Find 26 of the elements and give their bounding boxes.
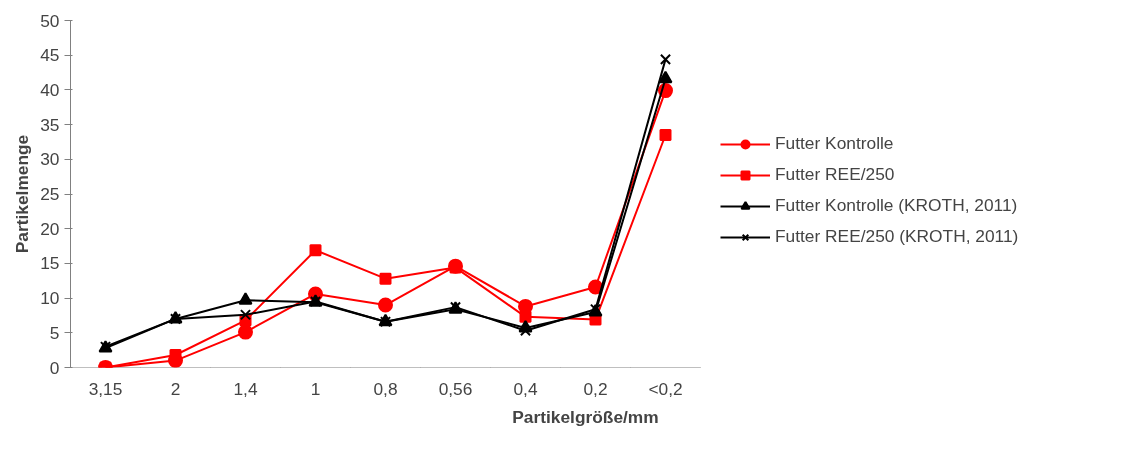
- legend-label: Futter Kontrolle: [775, 133, 894, 154]
- y-axis-title: Partikelmenge: [12, 134, 33, 254]
- y-tick-label: 40: [40, 79, 60, 100]
- y-tick-label: 25: [40, 184, 60, 204]
- x-axis-title: Partikelgröße/mm: [512, 406, 659, 427]
- x-tick-label: 0,2: [583, 378, 608, 399]
- x-tick-label: 0,8: [373, 378, 398, 399]
- x-tick-label: 0,56: [438, 378, 473, 399]
- x-tick-label: 1,4: [233, 378, 258, 399]
- y-tick-label: 0: [49, 357, 60, 378]
- y-tick-label: 35: [40, 114, 60, 135]
- x-tick-label: 2: [170, 378, 181, 399]
- y-tick-label: 15: [40, 253, 60, 274]
- y-tick-label: 45: [40, 45, 60, 66]
- x-tick-label: 3,15: [88, 378, 123, 399]
- y-tick-label: 30: [40, 149, 60, 170]
- legend-label: Futter REE/250 (KROTH, 2011): [775, 226, 1019, 247]
- x-tick-label: 0,4: [513, 378, 538, 399]
- y-tick-label: 10: [40, 288, 60, 309]
- x-tick-label: 1: [310, 378, 321, 399]
- legend-label: Futter Kontrolle (KROTH, 2011): [775, 195, 1018, 216]
- y-tick-label: 20: [40, 218, 60, 239]
- y-tick-label: 50: [40, 10, 60, 31]
- legend-label: Futter REE/250: [775, 164, 895, 185]
- y-tick-label: 5: [49, 322, 60, 343]
- x-tick-label: <0,2: [648, 378, 683, 399]
